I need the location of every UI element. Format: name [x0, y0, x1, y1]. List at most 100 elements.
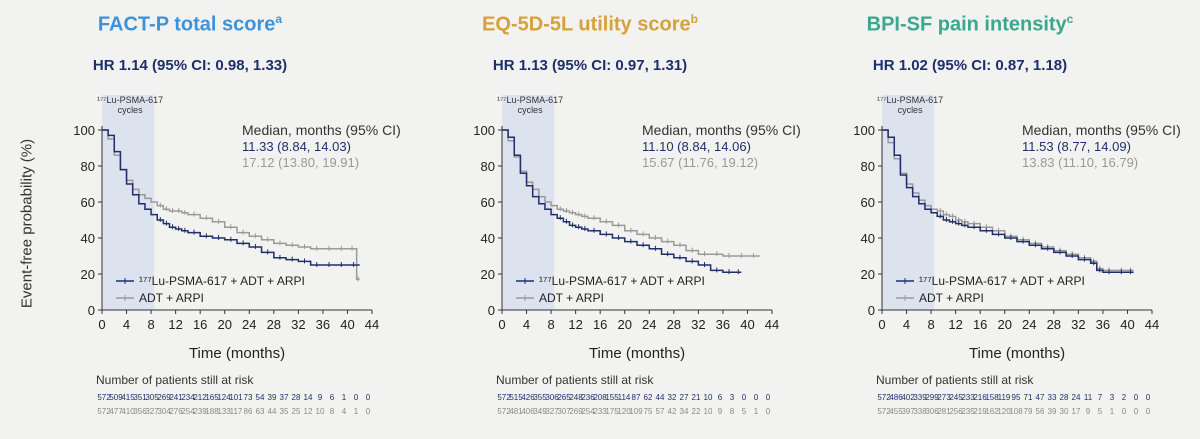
risk-count-adt-arpi: 120 [617, 407, 631, 416]
risk-count-adt-arpi: 9 [718, 407, 723, 416]
risk-count-lu-psma: 28 [292, 393, 301, 402]
y-tick-label: 40 [81, 231, 95, 246]
risk-count-adt-arpi: 22 [692, 407, 701, 416]
risk-count-adt-arpi: 219 [973, 407, 987, 416]
y-tick-label: 20 [481, 267, 495, 282]
x-tick-label: 12 [948, 317, 962, 332]
x-tick-label: 44 [365, 317, 379, 332]
risk-count-adt-arpi: 327 [545, 407, 559, 416]
risk-count-lu-psma: 236 [581, 393, 595, 402]
legend-lu-psma: ¹⁷⁷Lu-PSMA-617 + ADT + ARPI [539, 274, 705, 288]
hazard-ratio: HR 1.13 (95% CI: 0.97, 1.31) [492, 57, 688, 74]
y-tick-label: 60 [861, 195, 875, 210]
x-axis-label: Time (months) [969, 345, 1065, 362]
x-tick-label: 12 [568, 317, 582, 332]
risk-count-adt-arpi: 4 [342, 407, 347, 416]
risk-count-lu-psma: 119 [998, 393, 1011, 402]
risk-count-lu-psma: 37 [280, 393, 289, 402]
risk-count-lu-psma: 95 [1012, 393, 1021, 402]
x-tick-label: 4 [903, 317, 910, 332]
risk-count-adt-arpi: 0 [1146, 407, 1151, 416]
risk-count-adt-arpi: 44 [268, 407, 277, 416]
risk-count-lu-psma: 101 [229, 393, 243, 402]
risk-count-lu-psma: 273 [937, 393, 951, 402]
risk-count-lu-psma: 73 [244, 393, 253, 402]
risk-count-lu-psma: 515 [509, 393, 523, 402]
median-header: Median, months (95% CI) [642, 122, 801, 138]
risk-count-lu-psma: 47 [1036, 393, 1045, 402]
x-tick-label: 20 [217, 317, 231, 332]
risk-count-lu-psma: 6 [718, 393, 723, 402]
risk-count-lu-psma: 3 [730, 393, 735, 402]
risk-count-adt-arpi: 175 [605, 407, 619, 416]
risk-count-lu-psma: 248 [569, 393, 583, 402]
risk-count-lu-psma: 1 [342, 393, 347, 402]
risk-count-adt-arpi: 304 [157, 407, 171, 416]
risk-count-adt-arpi: 0 [766, 407, 771, 416]
y-tick-label: 0 [88, 303, 95, 318]
y-tick-label: 60 [481, 195, 495, 210]
risk-count-lu-psma: 39 [268, 393, 277, 402]
median-header: Median, months (95% CI) [242, 122, 401, 138]
y-tick-label: 20 [81, 267, 95, 282]
y-tick-label: 0 [488, 303, 495, 318]
risk-count-lu-psma: 233 [961, 393, 975, 402]
risk-count-lu-psma: 208 [593, 393, 607, 402]
series-line-lu-psma [102, 129, 360, 266]
y-tick-label: 40 [861, 231, 875, 246]
risk-table-header: Number of patients still at risk [876, 373, 1034, 387]
risk-count-adt-arpi: 572 [877, 407, 891, 416]
legend-lu-psma: ¹⁷⁷Lu-PSMA-617 + ADT + ARPI [919, 274, 1085, 288]
x-tick-label: 0 [98, 317, 105, 332]
risk-count-adt-arpi: 307 [557, 407, 571, 416]
risk-count-adt-arpi: 35 [280, 407, 289, 416]
risk-count-adt-arpi: 86 [244, 407, 253, 416]
risk-count-adt-arpi: 0 [1134, 407, 1139, 416]
median-adt-arpi: 15.67 (11.76, 19.12) [642, 155, 758, 170]
cycles-label: cycles [118, 105, 144, 115]
cycles-label: ¹⁷⁷Lu-PSMA-617 [97, 95, 163, 105]
median-lu-psma: 11.53 (8.77, 14.09) [1022, 139, 1131, 154]
series-line-adt-arpi [502, 129, 760, 257]
risk-count-adt-arpi: 306 [925, 407, 939, 416]
risk-count-lu-psma: 339 [913, 393, 927, 402]
risk-count-adt-arpi: 239 [193, 407, 207, 416]
x-tick-label: 20 [617, 317, 631, 332]
risk-count-adt-arpi: 477 [109, 407, 123, 416]
panel-fact-p: FACT-P total scorea HR 1.14 (95% CI: 0.9… [0, 0, 401, 439]
legend-adt-arpi: ADT + ARPI [919, 291, 984, 305]
risk-count-lu-psma: 44 [656, 393, 665, 402]
risk-count-adt-arpi: 254 [181, 407, 195, 416]
risk-count-adt-arpi: 57 [656, 407, 665, 416]
legend-lu-psma: ¹⁷⁷Lu-PSMA-617 + ADT + ARPI [139, 274, 305, 288]
risk-count-adt-arpi: 455 [889, 407, 903, 416]
x-tick-label: 28 [667, 317, 681, 332]
risk-count-adt-arpi: 5 [742, 407, 747, 416]
risk-count-adt-arpi: 25 [292, 407, 301, 416]
panel-title: FACT-P total scorea [97, 12, 283, 36]
risk-count-adt-arpi: 233 [593, 407, 607, 416]
risk-count-adt-arpi: 0 [366, 407, 371, 416]
x-tick-label: 28 [1047, 317, 1061, 332]
x-tick-label: 40 [740, 317, 754, 332]
risk-count-lu-psma: 14 [304, 393, 313, 402]
risk-count-lu-psma: 509 [109, 393, 123, 402]
risk-count-lu-psma: 245 [949, 393, 963, 402]
x-tick-label: 44 [1145, 317, 1159, 332]
risk-count-lu-psma: 306 [545, 393, 559, 402]
risk-count-lu-psma: 9 [318, 393, 323, 402]
series-line-adt-arpi [102, 129, 360, 281]
x-tick-label: 0 [878, 317, 885, 332]
y-tick-label: 100 [853, 123, 875, 138]
risk-count-lu-psma: 33 [1048, 393, 1057, 402]
risk-count-adt-arpi: 254 [581, 407, 595, 416]
risk-count-adt-arpi: 8 [730, 407, 735, 416]
risk-count-adt-arpi: 235 [961, 407, 975, 416]
risk-count-lu-psma: 216 [973, 393, 987, 402]
risk-count-adt-arpi: 8 [330, 407, 335, 416]
x-tick-label: 4 [523, 317, 530, 332]
x-tick-label: 40 [1120, 317, 1134, 332]
risk-count-lu-psma: 28 [1060, 393, 1069, 402]
risk-count-adt-arpi: 406 [521, 407, 535, 416]
series-line-lu-psma [502, 129, 742, 273]
